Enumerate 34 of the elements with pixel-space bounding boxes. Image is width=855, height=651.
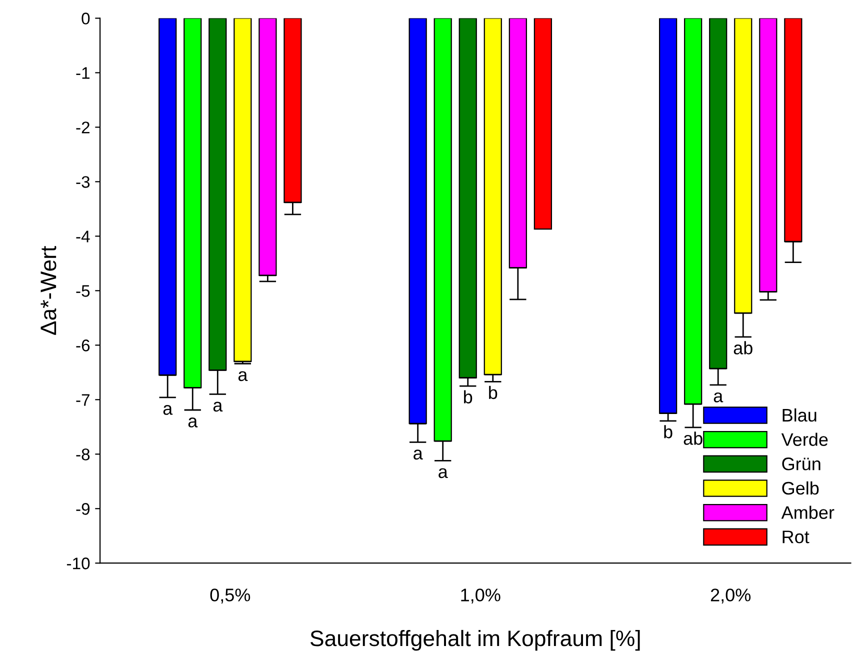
data-label: a bbox=[714, 392, 724, 402]
legend-label: Rot bbox=[782, 530, 810, 544]
data-label: b bbox=[664, 425, 672, 438]
x-tick-label: 0,5% bbox=[210, 588, 250, 604]
data-label: b bbox=[464, 390, 472, 404]
y-tick-label: -10 bbox=[66, 558, 90, 570]
y-tick-label: -9 bbox=[76, 503, 90, 515]
data-label: ab bbox=[734, 341, 752, 354]
y-tick-label: -6 bbox=[76, 340, 90, 352]
y-tick-label: 0 bbox=[82, 12, 90, 24]
x-axis-title: Sauerstoffgehalt im Kopfraum [%] bbox=[310, 630, 640, 651]
x-tick-label: 2,0% bbox=[710, 588, 751, 604]
data-label: a bbox=[438, 468, 448, 478]
data-label: a bbox=[213, 402, 223, 412]
y-tick-label: -8 bbox=[76, 448, 90, 460]
legend-label: Gelb bbox=[782, 481, 819, 495]
legend-label: Verde bbox=[781, 432, 828, 446]
y-tick-label: -3 bbox=[76, 176, 90, 188]
y-tick-label: -2 bbox=[76, 122, 90, 134]
y-tick-label: -1 bbox=[76, 67, 90, 79]
legend-label: Blau bbox=[782, 408, 816, 422]
data-label: ab bbox=[684, 432, 702, 445]
x-tick-label: 1,0% bbox=[461, 588, 500, 604]
data-label: a bbox=[238, 371, 248, 382]
data-label: a bbox=[414, 450, 423, 460]
y-axis-title: Δa*-Wert bbox=[40, 246, 56, 335]
data-label: a bbox=[163, 405, 173, 415]
legend-label: Grün bbox=[782, 458, 820, 470]
data-label: b bbox=[489, 386, 498, 400]
y-tick-label: -4 bbox=[76, 230, 90, 242]
data-label: a bbox=[188, 418, 198, 428]
legend-label: Amber bbox=[781, 506, 834, 519]
y-tick-label: -5 bbox=[76, 285, 90, 297]
y-tick-label: -7 bbox=[76, 394, 90, 406]
